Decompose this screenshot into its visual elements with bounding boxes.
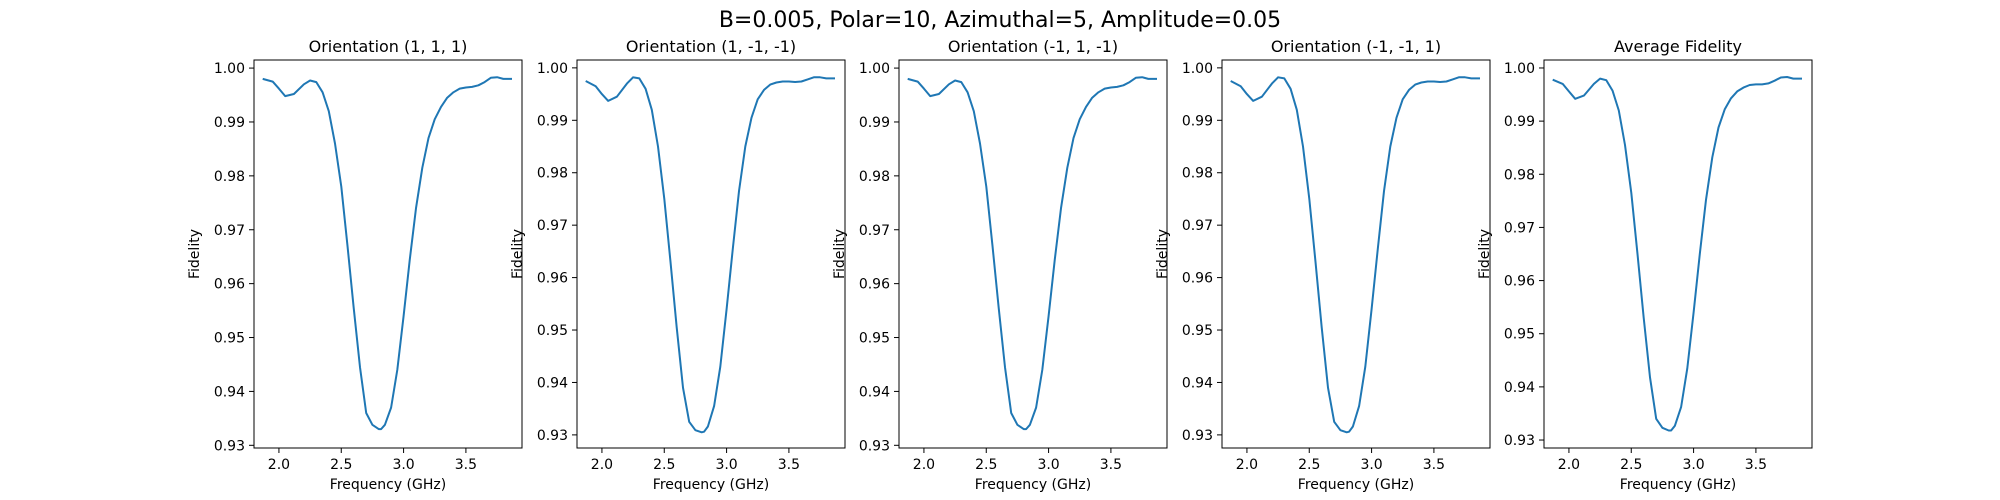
x-tick-label: 2.0 bbox=[913, 457, 935, 473]
x-tick-label: 3.5 bbox=[455, 457, 477, 473]
x-tick-label: 2.5 bbox=[330, 457, 352, 473]
x-axis-label: Frequency (GHz) bbox=[1620, 477, 1736, 493]
subplot-1: Orientation (1, 1, 1) 2.0 2.5 3.0 3.5 0.93 0.9… bbox=[187, 37, 523, 493]
fidelity-line bbox=[1230, 76, 1480, 434]
y-tick-label: 0.96 bbox=[859, 277, 890, 293]
fidelity-line bbox=[1552, 76, 1802, 432]
y-tick-label: 0.95 bbox=[537, 323, 568, 339]
x-tick-label: 3.0 bbox=[1360, 457, 1382, 473]
y-tick-label: 1.00 bbox=[1504, 61, 1535, 77]
x-tick-label: 3.5 bbox=[1100, 457, 1122, 473]
y-tick-label: 0.96 bbox=[1182, 271, 1213, 287]
y-tick-label: 0.94 bbox=[1182, 375, 1213, 391]
y-tick-label: 0.98 bbox=[214, 169, 245, 185]
x-tick-label: 3.0 bbox=[1682, 457, 1704, 473]
y-tick-label: 0.93 bbox=[1504, 433, 1535, 449]
y-tick-label: 0.99 bbox=[859, 115, 890, 131]
y-tick-label: 1.00 bbox=[859, 61, 890, 77]
y-tick-label: 0.98 bbox=[537, 166, 568, 182]
y-tick-label: 0.99 bbox=[214, 115, 245, 131]
y-axis-label: Fidelity bbox=[1155, 229, 1171, 279]
y-tick-label: 0.97 bbox=[1504, 220, 1535, 236]
x-tick-label: 2.5 bbox=[975, 457, 997, 473]
y-axis-label: Fidelity bbox=[832, 229, 848, 279]
fidelity-line bbox=[262, 76, 512, 431]
fidelity-line bbox=[907, 76, 1157, 431]
x-axis-label: Frequency (GHz) bbox=[1298, 477, 1414, 493]
y-tick-label: 0.95 bbox=[1504, 327, 1535, 343]
x-tick-label: 2.0 bbox=[1236, 457, 1258, 473]
y-axis-label: Fidelity bbox=[187, 229, 203, 279]
y-tick-label: 0.98 bbox=[859, 169, 890, 185]
y-tick-label: 0.98 bbox=[1504, 167, 1535, 183]
x-tick-label: 3.0 bbox=[1037, 457, 1059, 473]
y-tick-label: 0.99 bbox=[1504, 114, 1535, 130]
panel-title: Average Fidelity bbox=[1614, 37, 1742, 56]
subplot-3: Orientation (-1, 1, -1) 2.0 2.5 3.0 3.5 0.93 0… bbox=[832, 37, 1168, 493]
y-tick-label: 0.97 bbox=[1182, 218, 1213, 234]
y-axis-label: Fidelity bbox=[1477, 229, 1493, 279]
y-tick-label: 0.95 bbox=[1182, 323, 1213, 339]
x-tick-label: 3.0 bbox=[715, 457, 737, 473]
axes-frame bbox=[576, 59, 846, 449]
y-tick-label: 0.94 bbox=[214, 384, 245, 400]
y-tick-label: 1.00 bbox=[537, 61, 568, 77]
y-tick-label: 0.93 bbox=[537, 428, 568, 444]
y-tick-label: 0.95 bbox=[214, 331, 245, 347]
y-tick-label: 0.99 bbox=[1182, 113, 1213, 129]
axes-frame bbox=[253, 59, 523, 449]
y-tick-label: 1.00 bbox=[214, 61, 245, 77]
subplots: Orientation (1, 1, 1) 2.0 2.5 3.0 3.5 0.93 0.9… bbox=[187, 37, 1813, 493]
x-tick-label: 2.5 bbox=[1298, 457, 1320, 473]
x-tick-label: 3.0 bbox=[392, 457, 414, 473]
y-axis-label: Fidelity bbox=[510, 229, 526, 279]
y-tick-label: 0.95 bbox=[859, 331, 890, 347]
y-tick-label: 0.94 bbox=[1504, 380, 1535, 396]
panel-title: Orientation (1, -1, -1) bbox=[626, 37, 796, 56]
y-tick-label: 0.99 bbox=[537, 113, 568, 129]
y-tick-label: 0.93 bbox=[859, 438, 890, 454]
axes-frame bbox=[1221, 59, 1491, 449]
y-tick-label: 0.96 bbox=[214, 277, 245, 293]
y-tick-label: 0.94 bbox=[537, 375, 568, 391]
x-tick-label: 2.5 bbox=[653, 457, 675, 473]
x-tick-label: 2.5 bbox=[1620, 457, 1642, 473]
y-tick-label: 0.93 bbox=[214, 438, 245, 454]
y-tick-label: 0.97 bbox=[214, 223, 245, 239]
subplot-5: Average Fidelity 2.0 2.5 3.0 3.5 0.93 0.94 0.95… bbox=[1477, 37, 1813, 493]
panel-title: Orientation (1, 1, 1) bbox=[309, 37, 468, 56]
axes-frame bbox=[898, 59, 1168, 449]
x-tick-label: 3.5 bbox=[1745, 457, 1767, 473]
y-tick-label: 0.97 bbox=[537, 218, 568, 234]
x-tick-label: 3.5 bbox=[778, 457, 800, 473]
y-tick-label: 0.96 bbox=[1504, 274, 1535, 290]
x-axis-label: Frequency (GHz) bbox=[975, 477, 1091, 493]
fidelity-line bbox=[585, 76, 835, 434]
y-tick-label: 1.00 bbox=[1182, 61, 1213, 77]
y-tick-label: 0.93 bbox=[1182, 428, 1213, 444]
y-tick-label: 0.94 bbox=[859, 384, 890, 400]
x-tick-label: 2.0 bbox=[1558, 457, 1580, 473]
figure-suptitle: B=0.005, Polar=10, Azimuthal=5, Amplitud… bbox=[719, 8, 1281, 33]
x-tick-label: 2.0 bbox=[591, 457, 613, 473]
x-tick-label: 3.5 bbox=[1423, 457, 1445, 473]
panel-title: Orientation (-1, 1, -1) bbox=[948, 37, 1118, 56]
panel-title: Orientation (-1, -1, 1) bbox=[1271, 37, 1441, 56]
subplot-4: Orientation (-1, -1, 1) 2.0 2.5 3.0 3.5 0.93 0… bbox=[1155, 37, 1491, 493]
x-axis-label: Frequency (GHz) bbox=[330, 477, 446, 493]
y-tick-label: 0.96 bbox=[537, 271, 568, 287]
x-axis-label: Frequency (GHz) bbox=[653, 477, 769, 493]
x-tick-label: 2.0 bbox=[268, 457, 290, 473]
axes-frame bbox=[1543, 59, 1813, 449]
subplot-2: Orientation (1, -1, -1) 2.0 2.5 3.0 3.5 0.93 0… bbox=[510, 37, 846, 493]
y-tick-label: 0.98 bbox=[1182, 166, 1213, 182]
y-tick-label: 0.97 bbox=[859, 223, 890, 239]
